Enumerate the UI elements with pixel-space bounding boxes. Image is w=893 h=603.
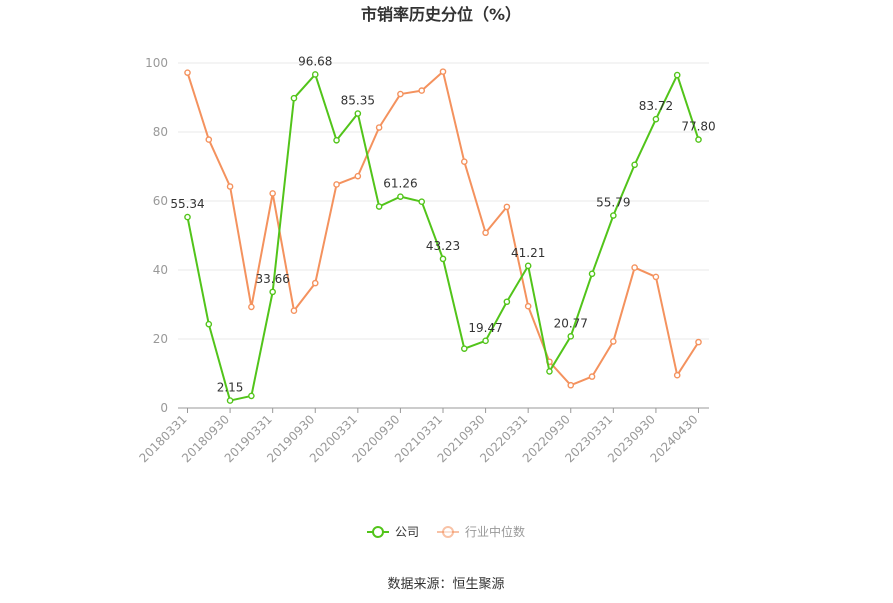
series-point-0 [503,298,511,306]
data-label: 33.66 [255,272,289,286]
series-point-1 [226,183,234,190]
y-tick-label: 80 [153,125,168,139]
series-point-0 [418,198,426,205]
series-point-1 [397,90,404,98]
series-point-0 [354,110,362,117]
legend-label: 公司 [395,525,419,539]
series-point-1 [333,181,340,188]
series-point-1 [610,338,617,345]
data-label: 55.34 [170,197,204,211]
legend-swatch-marker [442,526,454,538]
series-point-1 [631,264,638,271]
series-point-0 [333,136,340,144]
series-point-0 [567,333,575,340]
legend-item-0[interactable]: 公司 [367,525,419,539]
series-point-0 [546,368,553,375]
series-point-1 [482,229,489,237]
chart-title: 市销率历史分位（%） [361,5,521,24]
series-point-1 [652,273,660,281]
data-label: 77.80 [681,120,715,134]
series-point-0 [695,136,702,143]
y-tick-label: 20 [153,332,168,346]
source-text: 数据来源：恒生聚源 [387,577,504,592]
series-point-1 [460,158,468,165]
series-point-1 [418,87,426,94]
series-point-0 [397,193,404,200]
legend-swatch-marker [372,526,384,538]
series-point-0 [248,392,255,400]
data-label: 43.23 [426,239,460,253]
data-label: 41.21 [511,246,545,260]
series-point-0 [610,212,617,219]
data-label: 96.68 [298,54,332,68]
data-label: 2.15 [217,381,244,395]
data-label: 83.72 [639,99,673,113]
y-tick-label: 60 [153,194,168,208]
legend-item-1[interactable]: 行业中位数 [437,524,525,539]
series-point-0 [482,337,489,345]
series-point-0 [524,262,532,270]
y-tick-label: 100 [145,56,168,70]
series-point-0 [290,94,298,102]
series-point-1 [184,69,191,76]
series-point-0 [673,71,681,79]
series-point-1 [290,307,298,315]
series-point-1 [311,279,319,287]
series-point-1 [205,136,213,143]
y-tick-label: 0 [160,401,168,415]
series-point-0 [631,161,638,169]
series-point-0 [205,320,213,328]
series-point-1 [695,338,702,346]
series-point-0 [652,115,660,123]
series-point-0 [226,397,234,404]
y-tick-label: 40 [153,263,168,277]
series-point-1 [567,381,575,389]
y-axis: 0 20 40 60 80 100 [145,56,168,415]
series-point-1 [269,190,276,197]
series-point-1 [375,124,383,131]
series-point-0 [269,288,276,296]
series-point-1 [248,303,255,311]
series-point-0 [439,255,447,263]
series-point-1 [524,302,532,310]
series-point-0 [311,71,319,78]
series-point-0 [588,270,596,278]
x-axis: 2018033120180930201903312019093020200331… [137,407,709,465]
legend-label: 行业中位数 [465,524,525,539]
series-point-0 [375,203,383,210]
series-point-1 [354,172,362,180]
data-label: 55.79 [596,196,630,210]
series-point-1 [588,373,596,380]
series-point-0 [184,213,191,221]
series-layer [184,68,702,404]
data-label: 85.35 [341,94,375,108]
data-label: 20.77 [554,316,588,330]
data-labels: 55.34 2.15 33.66 96.68 85.35 61.26 43.23 19.47 4… [170,54,715,394]
legend[interactable]: 公司 行业中位数 [367,524,525,539]
data-label: 61.26 [383,177,417,191]
data-label: 19.47 [468,321,502,335]
series-point-0 [460,345,468,352]
series-point-1 [673,371,681,379]
grid [178,62,709,340]
series-point-1 [503,203,511,211]
series-point-1 [439,68,447,75]
